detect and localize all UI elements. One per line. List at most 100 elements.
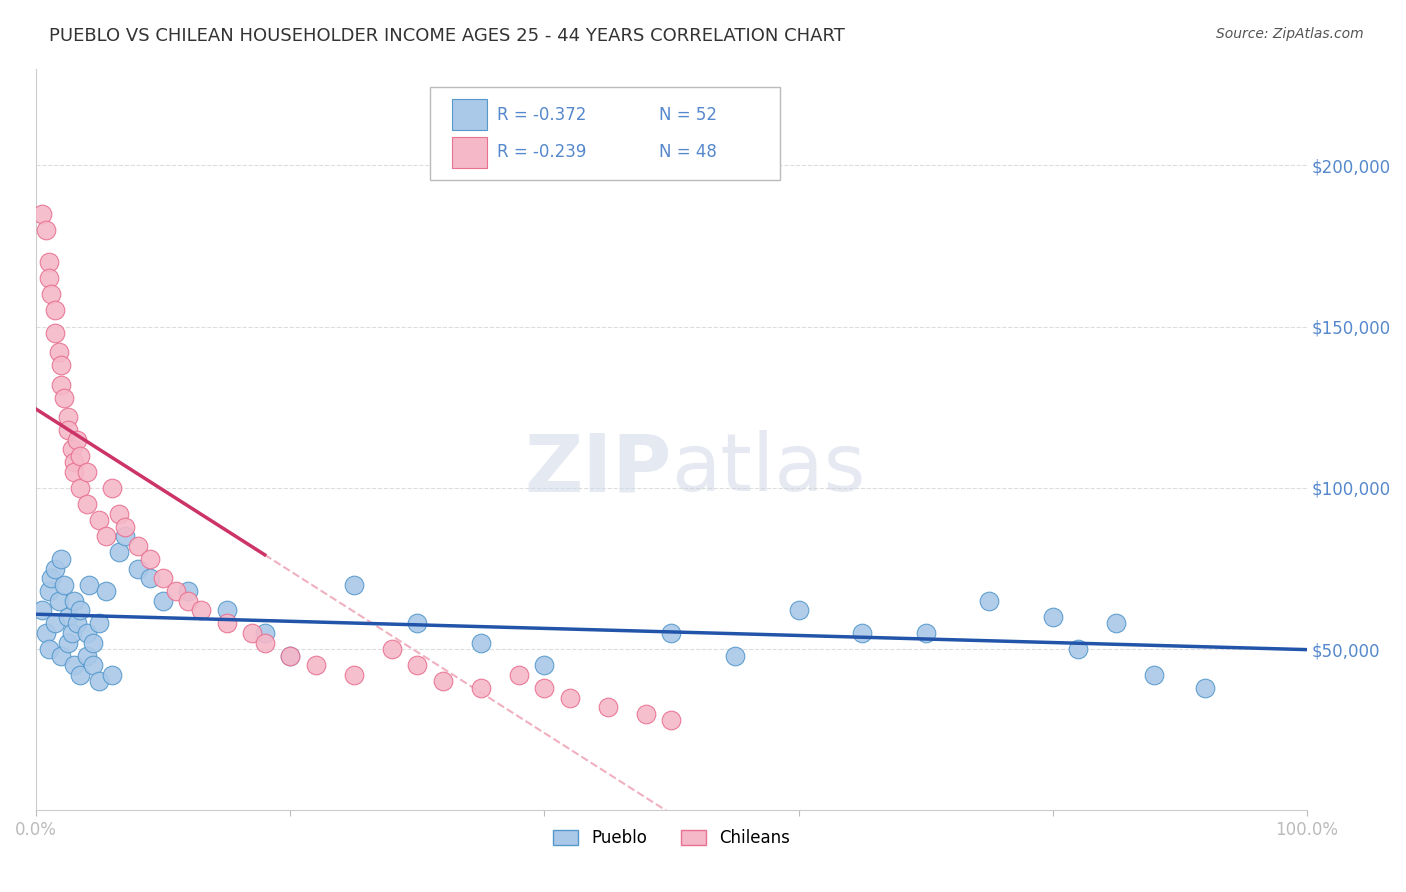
Point [724,648,747,663]
Point [35,223,58,237]
Point [52,391,75,405]
Point [278,648,301,663]
Point [165,584,187,599]
Point [89,513,111,527]
Point [432,674,454,689]
Point [44,616,66,631]
Point [39,287,62,301]
Point [215,603,238,617]
Point [139,552,162,566]
Point [69,668,91,682]
Point [89,616,111,631]
Point [508,668,530,682]
Point [76,626,98,640]
Text: atlas: atlas [672,430,866,508]
Point [406,616,429,631]
Point [51,648,73,663]
Point [44,326,66,340]
Point [114,529,136,543]
Point [44,561,66,575]
Point [60,626,83,640]
Text: R = -0.372: R = -0.372 [498,105,586,124]
Point [470,636,492,650]
Point [51,377,73,392]
Point [56,423,79,437]
Point [65,616,87,631]
Text: ZIP: ZIP [524,430,672,508]
Point [661,713,683,727]
Point [94,584,117,599]
Point [177,584,200,599]
Point [31,603,53,617]
Point [152,594,174,608]
Point [56,636,79,650]
Point [76,497,98,511]
Text: N = 52: N = 52 [659,105,717,124]
FancyBboxPatch shape [430,87,779,180]
Text: Source: ZipAtlas.com: Source: ZipAtlas.com [1216,27,1364,41]
Point [65,433,87,447]
Point [1194,681,1216,695]
Point [634,706,657,721]
Point [48,594,70,608]
Point [52,577,75,591]
Point [304,658,326,673]
Text: PUEBLO VS CHILEAN HOUSEHOLDER INCOME AGES 25 - 44 YEARS CORRELATION CHART: PUEBLO VS CHILEAN HOUSEHOLDER INCOME AGE… [49,27,845,45]
Point [1042,610,1064,624]
Point [89,674,111,689]
Point [31,207,53,221]
Point [38,271,60,285]
Point [152,571,174,585]
Point [1143,668,1166,682]
Point [38,642,60,657]
Point [60,442,83,457]
Point [82,636,104,650]
Point [406,658,429,673]
Point [38,584,60,599]
Point [533,658,555,673]
Point [79,577,101,591]
Point [69,481,91,495]
Point [101,481,124,495]
Point [51,552,73,566]
Point [56,409,79,424]
Point [558,690,581,705]
Point [1105,616,1128,631]
Text: R = -0.239: R = -0.239 [498,144,586,161]
Point [101,668,124,682]
Point [69,449,91,463]
Point [56,610,79,624]
Point [63,658,86,673]
Point [190,603,212,617]
Point [39,571,62,585]
Point [596,700,619,714]
Point [381,642,404,657]
Point [82,658,104,673]
Point [48,345,70,359]
Point [127,539,149,553]
Text: N = 48: N = 48 [659,144,717,161]
Point [533,681,555,695]
Point [177,594,200,608]
Point [114,519,136,533]
Point [215,616,238,631]
Point [76,465,98,479]
Point [661,626,683,640]
Point [343,668,366,682]
Legend: Pueblo, Chileans: Pueblo, Chileans [547,822,797,855]
Point [35,626,58,640]
Point [343,577,366,591]
Point [253,626,276,640]
FancyBboxPatch shape [451,136,486,168]
Point [107,545,129,559]
Point [139,571,162,585]
Point [76,648,98,663]
Point [38,255,60,269]
Point [94,529,117,543]
Point [787,603,810,617]
Point [914,626,936,640]
Point [470,681,492,695]
Point [127,561,149,575]
Point [63,465,86,479]
Point [107,507,129,521]
